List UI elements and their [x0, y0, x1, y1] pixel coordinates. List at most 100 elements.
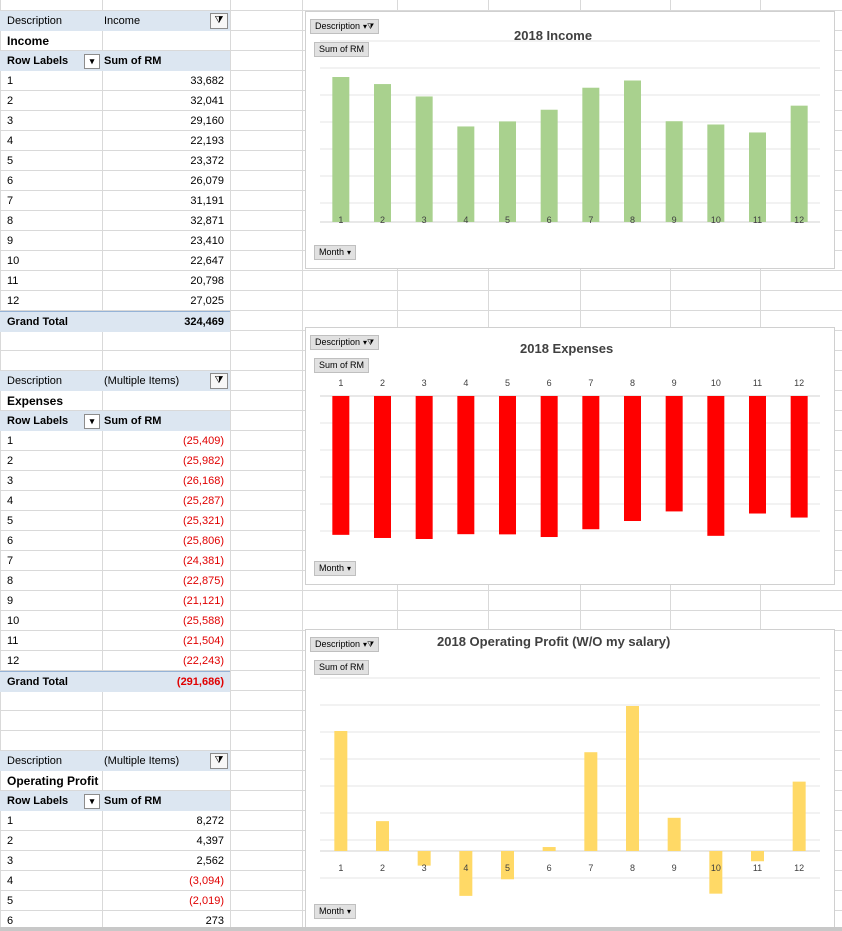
chart-bar: [749, 396, 766, 514]
row-label: 10: [7, 615, 20, 627]
chart-bar: [665, 396, 683, 512]
table-row: 3 (26,168): [0, 471, 230, 491]
grand-total-label: Grand Total: [7, 316, 68, 328]
pivot-header-row: Row Labels ▾ Sum of RM: [0, 411, 230, 431]
row-value: (25,982): [183, 455, 224, 467]
description-field-button[interactable]: Description ▾⧩: [310, 19, 380, 34]
sort-dropdown-icon[interactable]: ▾: [84, 414, 100, 429]
filter-field-value[interactable]: (Multiple Items): [104, 375, 180, 387]
filter-dropdown-icon[interactable]: ⧩: [210, 373, 228, 389]
pivot-header-row: Row Labels ▾ Sum of RM: [0, 791, 230, 811]
chart-bar: [624, 396, 641, 522]
x-tick-label: 8: [630, 863, 635, 873]
chart-title: 2018 Expenses: [520, 341, 614, 356]
table-row: 12 27,025: [0, 291, 230, 311]
grand-total-row: Grand Total 324,469: [0, 311, 230, 332]
sort-dropdown-icon[interactable]: ▾: [84, 54, 100, 69]
table-row: 11 (21,504): [0, 631, 230, 651]
month-field-button[interactable]: Month ▾: [314, 904, 357, 919]
pivot-filter-row: Description Income ⧩: [0, 11, 230, 31]
filter-dropdown-icon: ▾⧩: [363, 22, 375, 31]
expenses-chart[interactable]: 1 2 3 4 5 6 7 8 9 10 11 12 2018 Expenses Descriptio…: [305, 327, 835, 585]
sheet-tabs-strip[interactable]: [0, 927, 842, 931]
chart-bar: [707, 396, 725, 536]
chart-bar: [457, 126, 475, 222]
row-label: 2: [7, 835, 14, 847]
x-tick-label: 3: [422, 378, 427, 388]
table-row: 8 (22,875): [0, 571, 230, 591]
profit-pivot-table: Description (Multiple Items) ⧩ Operating…: [0, 751, 230, 931]
chart-bar: [540, 396, 558, 538]
x-tick-label: 4: [463, 863, 468, 873]
income-chart[interactable]: 1 2 3 4 5 6 7 8 9 10 11 12 2018 Income Description ▾…: [305, 11, 835, 269]
filter-field-value[interactable]: Income: [104, 15, 141, 27]
x-tick-label: 9: [672, 863, 677, 873]
row-label: 8: [7, 215, 14, 227]
description-field-button[interactable]: Description ▾⧩: [310, 335, 380, 350]
grand-total-label: Grand Total: [7, 676, 68, 688]
x-tick-label: 2: [380, 863, 385, 873]
x-tick-label: 11: [753, 215, 762, 225]
month-field-button[interactable]: Month ▾: [314, 561, 357, 576]
chart-title: 2018 Income: [514, 28, 593, 43]
chart-bar: [540, 109, 558, 222]
sum-header: Sum of RM: [104, 55, 162, 67]
field-button-label: Month: [319, 906, 345, 916]
chart-bar: [415, 396, 433, 539]
chart-bar: [501, 851, 514, 880]
row-label: 6: [7, 175, 14, 187]
sum-of-rm-field-button[interactable]: Sum of RM: [314, 660, 370, 675]
row-value: (25,806): [183, 535, 224, 547]
x-tick-label: 4: [463, 378, 468, 388]
row-value: (22,243): [183, 655, 224, 667]
filter-dropdown-icon[interactable]: ⧩: [210, 753, 228, 769]
pivot-title-row: Operating Profit: [0, 771, 230, 791]
x-tick-label: 7: [588, 215, 593, 225]
chart-bar: [709, 851, 723, 894]
chart-bar: [417, 851, 431, 866]
x-tick-label: 6: [547, 863, 552, 873]
row-label: 3: [7, 115, 14, 127]
pivot-title-row: Expenses: [0, 391, 230, 411]
chart-bar: [582, 396, 600, 530]
row-value: 2,562: [196, 855, 224, 867]
sort-dropdown-icon[interactable]: ▾: [84, 794, 100, 809]
filter-field-label: Description: [7, 755, 63, 767]
filter-dropdown-icon[interactable]: ⧩: [210, 13, 228, 29]
chart-bar: [584, 752, 598, 851]
row-value: 20,798: [190, 275, 224, 287]
sum-of-rm-field-button[interactable]: Sum of RM: [314, 42, 370, 57]
month-field-button[interactable]: Month ▾: [314, 245, 357, 260]
profit-chart[interactable]: 1 2 3 4 5 6 7 8 9 10 11 12 2018 Operating Profit (W…: [305, 629, 835, 929]
row-label: 9: [7, 235, 14, 247]
row-value: (25,287): [183, 495, 224, 507]
sum-of-rm-field-button[interactable]: Sum of RM: [314, 358, 370, 373]
x-tick-label: 12: [794, 215, 804, 225]
x-tick-label: 10: [711, 863, 721, 873]
row-label: 5: [7, 155, 14, 167]
chart-bar: [790, 105, 808, 222]
row-value: 26,079: [190, 175, 224, 187]
row-value: (25,409): [183, 435, 224, 447]
table-row: 9 (21,121): [0, 591, 230, 611]
column-divider: [230, 0, 231, 931]
grand-total-row: Grand Total (291,686): [0, 671, 230, 692]
chart-bar: [542, 847, 556, 851]
row-label: 8: [7, 575, 14, 587]
x-tick-label: 12: [794, 378, 804, 388]
table-row: 10 22,647: [0, 251, 230, 271]
x-tick-label: 8: [630, 378, 635, 388]
table-row: 8 32,871: [0, 211, 230, 231]
description-field-button[interactable]: Description ▾⧩: [310, 637, 380, 652]
x-tick-label: 6: [547, 378, 552, 388]
chevron-down-icon: ▾: [347, 248, 352, 257]
row-label: 1: [7, 435, 14, 447]
row-labels-header: Row Labels: [7, 795, 69, 807]
x-tick-label: 7: [588, 378, 593, 388]
pivot-title: Expenses: [7, 394, 64, 408]
chart-bar: [457, 396, 475, 535]
table-row: 12 (22,243): [0, 651, 230, 671]
filter-field-value[interactable]: (Multiple Items): [104, 755, 180, 767]
row-value: 32,871: [190, 215, 224, 227]
row-value: (3,094): [189, 875, 224, 887]
